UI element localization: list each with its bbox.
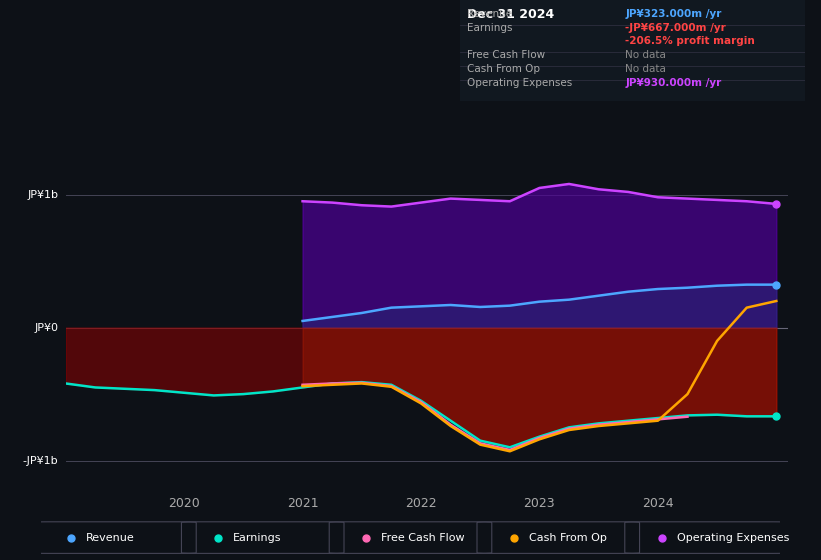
Text: Operating Expenses: Operating Expenses xyxy=(466,78,572,88)
Text: -JP¥667.000m /yr: -JP¥667.000m /yr xyxy=(626,22,726,32)
Text: Earnings: Earnings xyxy=(233,533,282,543)
Text: Revenue: Revenue xyxy=(85,533,134,543)
Text: -JP¥1b: -JP¥1b xyxy=(23,456,58,465)
Text: No data: No data xyxy=(626,50,666,60)
Text: Cash From Op: Cash From Op xyxy=(529,533,607,543)
Text: JP¥0: JP¥0 xyxy=(34,323,58,333)
Text: No data: No data xyxy=(626,64,666,74)
Text: Earnings: Earnings xyxy=(466,22,512,32)
Text: Cash From Op: Cash From Op xyxy=(466,64,539,74)
Text: JP¥930.000m /yr: JP¥930.000m /yr xyxy=(626,78,722,88)
Text: -206.5% profit margin: -206.5% profit margin xyxy=(626,36,755,46)
Text: JP¥1b: JP¥1b xyxy=(27,190,58,199)
Text: JP¥323.000m /yr: JP¥323.000m /yr xyxy=(626,9,722,19)
Text: Dec 31 2024: Dec 31 2024 xyxy=(466,8,554,21)
Text: Free Cash Flow: Free Cash Flow xyxy=(466,50,545,60)
Text: Free Cash Flow: Free Cash Flow xyxy=(381,533,465,543)
Text: Operating Expenses: Operating Expenses xyxy=(677,533,789,543)
Text: Revenue: Revenue xyxy=(466,9,511,19)
